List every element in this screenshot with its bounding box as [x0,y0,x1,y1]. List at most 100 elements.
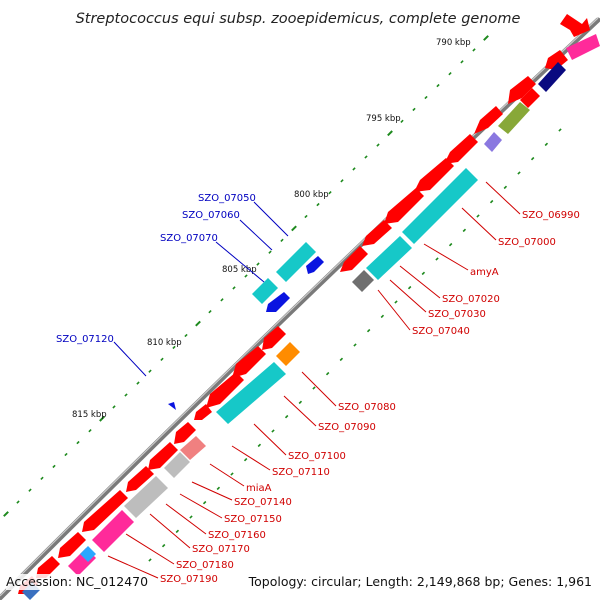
scale-label-795: 795 kbp [366,114,401,124]
cds-cyan[interactable] [366,236,412,280]
cds-magenta[interactable] [92,510,134,552]
scale-tick [16,500,20,504]
gene-arrow[interactable] [148,442,178,470]
scale-tick [243,457,248,462]
gene-arrow[interactable] [362,220,392,246]
cds-navy[interactable] [538,62,566,92]
cds-olive[interactable] [498,102,530,134]
scale-tick [435,257,439,261]
gene-arrow[interactable] [508,76,536,104]
gene-label: SZO_07180 [176,560,234,571]
cds-magenta[interactable] [566,34,600,60]
scale-tick [380,314,385,319]
scale-tick [3,511,9,517]
genome-backbone-inner [0,17,599,597]
scale-label-790: 790 kbp [436,38,471,48]
cds-orange[interactable] [276,342,300,366]
cds-cyan[interactable] [402,168,478,244]
gene-arrow[interactable] [194,404,212,420]
scale-tick [489,199,494,204]
scale-tick [472,48,476,52]
reverse-genes [168,242,324,410]
scale-tick [558,128,562,132]
gene-arrow[interactable] [560,14,590,37]
scale-tick [268,250,272,254]
genome-stats-label: Topology: circular; Length: 2,149,868 bp… [248,574,592,590]
scale-tick [284,414,289,419]
scale-tick [436,83,440,88]
genome-backbone [0,17,600,600]
gene-label: SZO_06990 [522,210,580,221]
gene-label: SZO_07080 [338,402,396,413]
gene-arrow[interactable] [82,490,128,532]
scale-tick [230,472,234,476]
scale-tick [232,286,236,290]
gene-arrow[interactable] [262,326,286,350]
scale-tick [483,35,489,41]
gene-arrow[interactable] [340,246,368,272]
gene-label: SZO_07050 [198,193,256,204]
scale-tick [325,371,330,376]
scale-tick [52,464,56,469]
gene-arrow[interactable] [232,346,266,378]
scale-tick [28,488,32,492]
gene-label: miaA [246,483,272,494]
gene-arrow[interactable] [58,532,86,558]
cds-darkgray[interactable] [352,270,374,292]
scale-tick [503,185,508,190]
scale-ticks [3,35,562,562]
forward-genes [18,14,590,594]
gene-arrow[interactable] [414,158,454,192]
scale-tick [421,271,426,276]
scale-tick [220,298,224,302]
scale-tick [476,214,480,218]
leader-lines-left [113,201,289,377]
gene-arrow[interactable] [474,106,503,134]
scale-tick [298,400,303,405]
scale-tick [328,191,332,195]
scale-tick [76,440,80,445]
scale-tick [208,310,212,314]
scale-tick [387,130,393,137]
cds-row-right [22,34,600,600]
cds-purple[interactable] [484,132,502,152]
gene-label: SZO_07090 [318,422,376,433]
scale-tick [400,119,404,123]
cds-blue[interactable] [266,292,290,312]
scale-tick [88,429,92,433]
scale-tick [64,452,68,457]
scale-tick [364,155,368,159]
gene-label: SZO_07170 [192,544,250,555]
scale-tick [202,500,207,505]
gene-arrow[interactable] [444,134,478,164]
scale-tick [175,529,180,534]
gene-arrow[interactable] [206,372,244,408]
accession-label: Accession: NC_012470 [6,574,149,590]
cds-pink[interactable] [180,436,206,460]
gene-arrow[interactable] [126,466,154,492]
cds-gray[interactable] [124,476,168,518]
gene-arrow[interactable] [545,50,568,70]
gene-label: SZO_07040 [412,326,470,337]
cds-cyan[interactable] [252,278,278,304]
scale-tick [544,142,549,147]
scale-tick [189,515,193,519]
scale-tick [148,369,152,373]
cds-lightblue[interactable] [80,546,96,562]
cds-cyan[interactable] [276,242,316,282]
cds-blue-small[interactable] [168,402,176,410]
cds-blue[interactable] [306,256,324,274]
scale-tick [462,228,467,233]
gene-arrow[interactable] [174,422,196,444]
scale-tick [99,415,105,422]
gene-label: SZO_07070 [160,233,218,244]
cds-red[interactable] [520,88,540,108]
cds-cyan[interactable] [216,362,286,424]
scale-tick [195,320,201,327]
gene-arrow[interactable] [384,188,424,224]
cds-gray[interactable] [164,452,190,478]
gene-arrow[interactable] [36,556,60,578]
scale-tick [216,486,221,491]
gene-label: SZO_07000 [498,237,556,248]
scale-tick [340,179,344,183]
